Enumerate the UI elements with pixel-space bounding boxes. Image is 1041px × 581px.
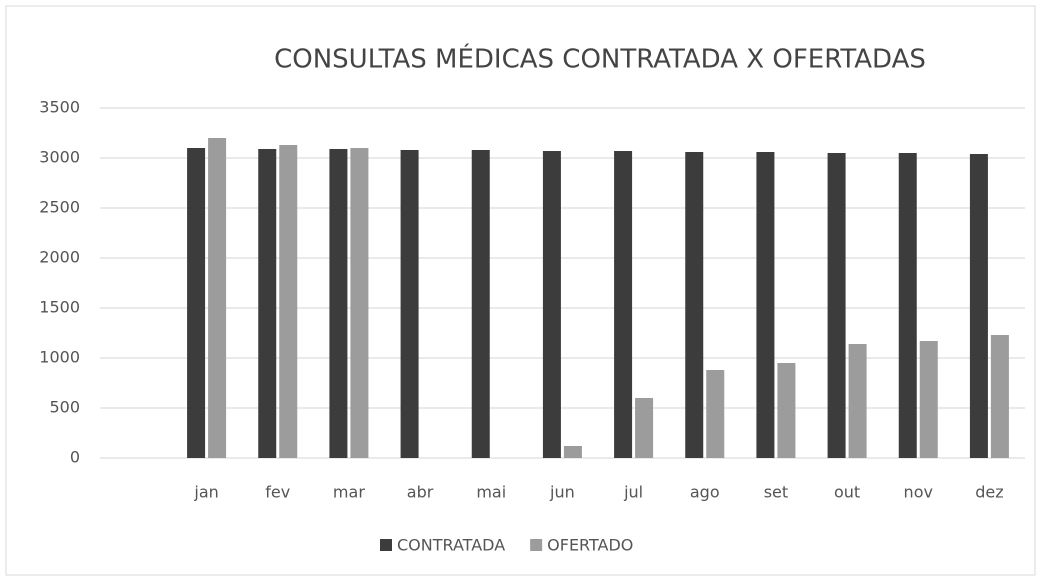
x-tick-label: jan [193, 483, 218, 502]
bar [969, 154, 988, 458]
x-tick-label: fev [265, 483, 290, 502]
x-tick-label: set [764, 483, 788, 502]
y-tick-label: 3500 [39, 98, 80, 117]
bar [685, 152, 704, 458]
bar [329, 149, 348, 458]
bar [706, 370, 725, 458]
y-tick-label: 3000 [39, 148, 80, 167]
legend-label: OFERTADO [547, 536, 633, 555]
bar [471, 150, 490, 458]
x-tick-label: nov [904, 483, 933, 502]
bar [350, 148, 369, 458]
bar [919, 341, 938, 458]
bar [279, 145, 298, 458]
x-tick-label: jul [623, 483, 643, 502]
legend-swatch [380, 539, 392, 551]
legend-swatch [530, 539, 543, 551]
bar [400, 150, 419, 458]
bar [777, 363, 796, 458]
y-tick-label: 2500 [39, 198, 80, 217]
bar [827, 153, 846, 458]
bar [208, 138, 227, 458]
y-tick-label: 1000 [39, 348, 80, 367]
chart-frame [5, 5, 1036, 576]
bar [898, 153, 917, 458]
x-tick-label: abr [407, 483, 434, 502]
bar [990, 335, 1009, 458]
bar [635, 398, 654, 458]
bar [258, 149, 277, 458]
y-tick-label: 500 [49, 398, 80, 417]
x-tick-label: dez [975, 483, 1003, 502]
bar [756, 152, 775, 458]
bar [848, 344, 867, 458]
bar [542, 151, 561, 458]
y-tick-label: 1500 [39, 298, 80, 317]
x-tick-label: out [834, 483, 860, 502]
x-tick-label: ago [690, 483, 720, 502]
x-tick-label: mar [333, 483, 365, 502]
bar [563, 446, 582, 458]
x-tick-label: jun [549, 483, 575, 502]
legend-label: CONTRATADA [397, 536, 505, 555]
bar [187, 148, 206, 458]
y-tick-label: 2000 [39, 248, 80, 267]
x-tick-label: mai [476, 483, 506, 502]
y-tick-label: 0 [70, 448, 80, 467]
chart-title: CONSULTAS MÉDICAS CONTRATADA X OFERTADAS [274, 43, 926, 75]
bar [614, 151, 633, 458]
